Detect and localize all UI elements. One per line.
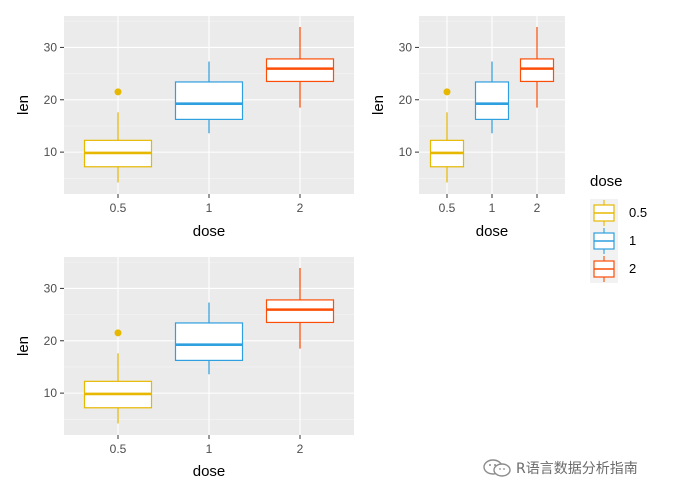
box-body	[174, 81, 244, 120]
y-tick-label: 30	[44, 40, 58, 54]
x-tick-label: 1	[206, 442, 213, 456]
legend-key-2	[590, 255, 618, 283]
legend-key-1	[590, 227, 618, 255]
x-tick-label: 0.5	[110, 201, 127, 215]
y-tick-label: 20	[399, 93, 413, 107]
y-tick-label: 20	[44, 93, 58, 107]
y-axis-title: len	[15, 95, 32, 115]
x-tick-label: 2	[534, 201, 541, 215]
box-0.5	[83, 329, 153, 424]
box-1	[174, 302, 244, 375]
y-axis-title: len	[370, 95, 387, 115]
outlier-point	[114, 88, 122, 96]
y-tick-label: 30	[44, 281, 58, 295]
outlier-point	[443, 88, 451, 96]
x-axis-title: dose	[476, 223, 509, 240]
box-body	[265, 58, 335, 83]
legend: dose 0.5 1 2	[590, 173, 647, 283]
legend-key-0.5	[590, 199, 618, 227]
y-tick-label: 30	[399, 40, 413, 54]
watermark-text: R语言数据分析指南	[516, 461, 638, 477]
box-1	[474, 61, 510, 134]
x-tick-label: 2	[297, 442, 304, 456]
y-tick-label: 10	[44, 145, 58, 159]
box-body	[265, 299, 335, 324]
legend-label: 1	[629, 233, 636, 248]
x-axis-title: dose	[193, 223, 226, 240]
box-2	[265, 26, 335, 108]
chart-panel-bottom-left: 10 20 30 0.5 1 2 dose len	[15, 257, 354, 480]
legend-label: 0.5	[629, 205, 647, 220]
y-axis-title: len	[15, 336, 32, 356]
legend-label: 2	[629, 261, 636, 276]
x-tick-label: 0.5	[110, 442, 127, 456]
x-tick-label: 0.5	[439, 201, 456, 215]
box-body	[174, 322, 244, 361]
x-tick-label: 1	[489, 201, 496, 215]
box-2	[265, 267, 335, 349]
y-tick-label: 20	[44, 334, 58, 348]
box-0.5	[429, 88, 465, 183]
y-tick-label: 10	[399, 145, 413, 159]
x-tick-label: 2	[297, 201, 304, 215]
box-body	[474, 81, 510, 120]
x-tick-label: 1	[206, 201, 213, 215]
x-axis-title: dose	[193, 463, 226, 480]
wechat-icon	[483, 459, 511, 477]
legend-title: dose	[590, 173, 623, 190]
box-1	[174, 61, 244, 134]
box-body	[519, 58, 555, 83]
chart-panel-top-right: 10 20 30 0.5 1 2 dose len	[370, 16, 565, 240]
chart-panel-top-left: 10 20 30 0.5 1 2 dose len	[15, 16, 354, 240]
outlier-point	[114, 329, 122, 337]
box-2	[519, 26, 555, 108]
watermark: R语言数据分析指南	[482, 457, 638, 479]
box-0.5	[83, 88, 153, 183]
y-tick-label: 10	[44, 386, 58, 400]
